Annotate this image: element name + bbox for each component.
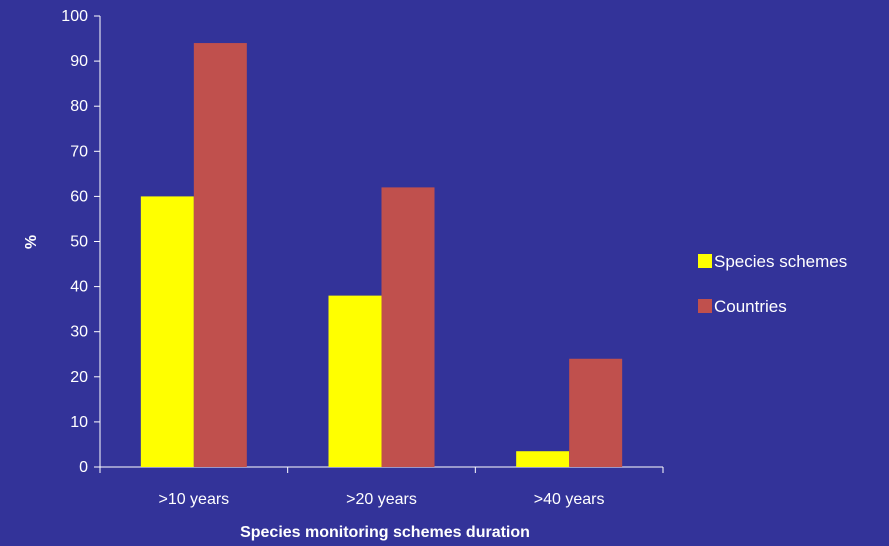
y-tick-label: 80	[70, 98, 88, 115]
x-tick-label: >40 years	[534, 491, 605, 508]
y-tick-label: 50	[70, 234, 88, 251]
bar-countries-2	[381, 187, 435, 467]
bar-species-schemes-3	[516, 451, 570, 467]
y-axis: 0 10 20 30 40 50 60 70 80 90 100	[61, 8, 101, 476]
x-tick-label: >10 years	[158, 491, 229, 508]
y-tick-label: 100	[61, 8, 88, 25]
bars	[140, 43, 623, 468]
bar-countries-3	[569, 358, 623, 467]
legend-swatch	[698, 299, 712, 313]
y-tick-label: 10	[70, 414, 88, 431]
x-axis-title: Species monitoring schemes duration	[240, 524, 530, 541]
x-axis: >10 years >20 years >40 years	[99, 466, 664, 508]
y-tick-label: 70	[70, 143, 88, 160]
y-axis-title: %	[23, 235, 40, 249]
y-tick-label: 90	[70, 53, 88, 70]
y-tick-label: 20	[70, 369, 88, 386]
bar-species-schemes-1	[140, 196, 194, 467]
y-tick-label: 60	[70, 188, 88, 205]
legend-label: Species schemes	[714, 252, 847, 271]
legend-label: Countries	[714, 297, 787, 316]
y-tick-label: 0	[79, 459, 88, 476]
legend-swatch	[698, 254, 712, 268]
bar-species-schemes-2	[328, 295, 382, 467]
legend: Species schemes Countries	[698, 252, 847, 316]
bar-countries-1	[193, 43, 247, 468]
x-tick-label: >20 years	[346, 491, 417, 508]
y-tick-label: 40	[70, 279, 88, 296]
y-tick-label: 30	[70, 324, 88, 341]
